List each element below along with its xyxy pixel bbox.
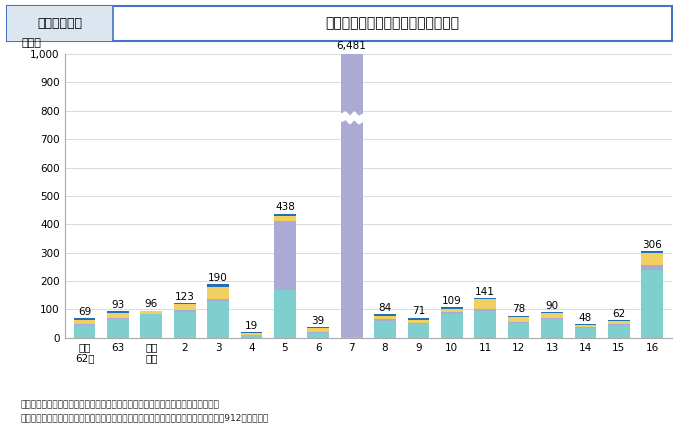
Text: 306: 306 [642, 240, 662, 250]
Bar [541, 319, 563, 338]
Bar [441, 309, 462, 312]
Text: 190: 190 [208, 273, 228, 283]
Text: 6,481: 6,481 [337, 41, 367, 51]
Bar [441, 313, 462, 338]
Bar [374, 314, 396, 316]
Bar [141, 314, 162, 338]
Text: 注）　消防庁資料を基に，内閣府において作成。地震には津波によるものを含む。: 注） 消防庁資料を基に，内閣府において作成。地震には津波によるものを含む。 [20, 401, 219, 410]
Bar [207, 299, 229, 301]
Text: 48: 48 [579, 313, 592, 323]
Bar [642, 270, 663, 338]
Bar [341, 337, 363, 338]
Bar [7, 6, 113, 41]
Text: 図１－２－２: 図１－２－２ [37, 17, 83, 30]
Bar [508, 322, 530, 323]
Bar [608, 321, 629, 324]
Bar [240, 335, 262, 338]
Bar [374, 321, 396, 338]
Bar [341, 49, 363, 50]
Text: 災害原因別死者・行方不明者の状況: 災害原因別死者・行方不明者の状況 [326, 16, 460, 30]
Bar [508, 317, 530, 322]
Bar [141, 310, 162, 311]
Bar [107, 311, 129, 313]
Bar [574, 325, 596, 327]
Text: 71: 71 [412, 307, 425, 317]
Y-axis label: （人）: （人） [21, 39, 41, 48]
Bar [207, 287, 229, 299]
Bar [107, 318, 129, 319]
Bar [541, 312, 563, 313]
Bar [274, 290, 296, 338]
Bar [574, 327, 596, 328]
Text: 69: 69 [78, 307, 91, 317]
Bar [174, 304, 196, 310]
Bar [74, 318, 95, 320]
Bar [407, 320, 429, 323]
Bar [308, 332, 329, 333]
Text: 96: 96 [145, 299, 158, 309]
Bar [475, 311, 496, 338]
Bar [207, 284, 229, 287]
Bar [341, 48, 363, 49]
Bar [141, 311, 162, 313]
Bar [608, 324, 629, 325]
Bar [574, 324, 596, 325]
Bar [74, 325, 95, 338]
Text: 平成７年の死者のうち，阪神・淡路大震災の死者については，いわゆる関連死912名を含む。: 平成７年の死者のうち，阪神・淡路大震災の死者については，いわゆる関連死912名を… [20, 414, 269, 423]
Bar [441, 312, 462, 313]
Bar [308, 326, 329, 328]
Bar [642, 265, 663, 270]
Text: 62: 62 [612, 309, 625, 319]
Bar [407, 324, 429, 338]
Bar [374, 319, 396, 321]
Bar [541, 313, 563, 318]
Bar [174, 303, 196, 304]
Bar [508, 316, 530, 317]
Text: 84: 84 [378, 303, 392, 313]
Bar [441, 307, 462, 309]
Bar [475, 309, 496, 311]
Bar [207, 301, 229, 338]
Bar [541, 318, 563, 319]
Bar [374, 316, 396, 319]
Bar [174, 312, 196, 338]
Text: 438: 438 [275, 202, 295, 212]
Text: 141: 141 [475, 287, 495, 297]
Text: 78: 78 [512, 304, 526, 314]
Text: 109: 109 [442, 296, 462, 306]
Bar [274, 213, 296, 216]
Bar [141, 313, 162, 314]
Bar [341, 50, 363, 337]
Bar [508, 323, 530, 338]
Bar [74, 323, 95, 325]
Bar [642, 251, 663, 252]
Bar [407, 323, 429, 324]
Text: 93: 93 [111, 300, 124, 310]
Bar [308, 328, 329, 332]
Bar [274, 216, 296, 221]
Bar [642, 252, 663, 265]
Text: 39: 39 [312, 316, 325, 326]
Bar [107, 313, 129, 318]
Bar [74, 320, 95, 323]
Text: 90: 90 [545, 301, 559, 311]
Bar [240, 333, 262, 335]
Bar [274, 221, 296, 290]
Bar [475, 300, 496, 309]
Bar [107, 319, 129, 338]
Bar [407, 317, 429, 320]
Bar [608, 320, 629, 321]
Bar [574, 328, 596, 338]
Bar [475, 298, 496, 300]
Bar [608, 325, 629, 338]
Text: 123: 123 [175, 292, 195, 302]
FancyBboxPatch shape [7, 6, 672, 41]
Text: 19: 19 [245, 321, 258, 331]
Bar [174, 310, 196, 312]
Bar [308, 333, 329, 338]
